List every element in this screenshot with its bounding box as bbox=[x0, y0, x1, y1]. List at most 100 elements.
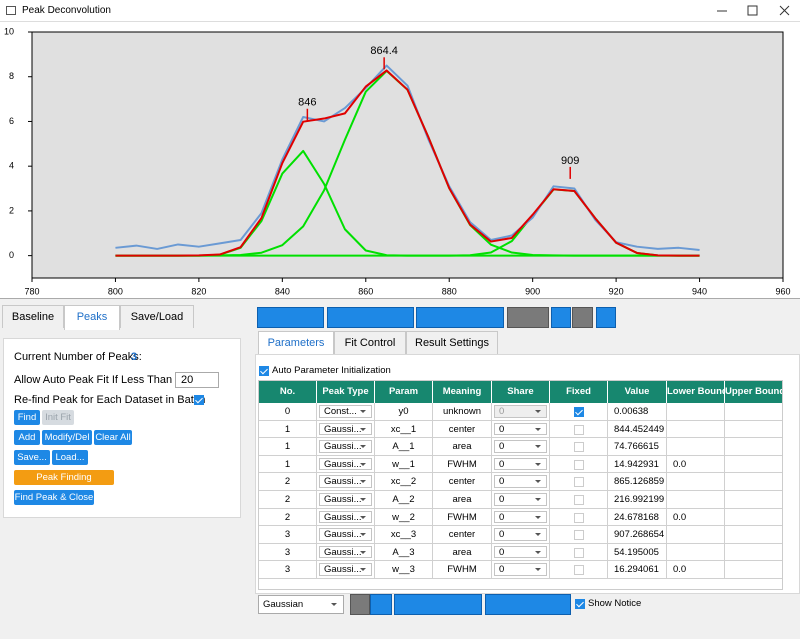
table-cell: 3 bbox=[259, 543, 317, 562]
auto-init-checkbox[interactable] bbox=[259, 366, 269, 376]
table-cell: center bbox=[433, 420, 492, 439]
toolbar-icon[interactable] bbox=[596, 307, 616, 328]
tab[interactable]: Peaks bbox=[64, 305, 120, 330]
dropdown[interactable]: 0 bbox=[494, 475, 547, 488]
cell-text: 14.942931 bbox=[614, 458, 659, 470]
table-cell: 0 bbox=[492, 508, 550, 527]
toolbar-icon[interactable] bbox=[257, 307, 324, 328]
checkbox[interactable] bbox=[574, 547, 584, 558]
close[interactable] bbox=[779, 5, 790, 16]
dropdown-text: Gaussi... bbox=[324, 529, 362, 541]
toolbar-icon[interactable] bbox=[507, 307, 549, 328]
series-line bbox=[115, 69, 700, 257]
footer-icon[interactable] bbox=[370, 594, 392, 615]
checkbox[interactable] bbox=[574, 459, 584, 470]
table-cell: 14.942931 bbox=[608, 455, 667, 474]
cell-text: FWHM bbox=[447, 458, 477, 470]
clear-button[interactable]: Clear All bbox=[94, 430, 132, 445]
dropdown-text: 0 bbox=[499, 423, 505, 435]
checkbox[interactable] bbox=[574, 442, 584, 453]
dropdown-text: Gaussi... bbox=[324, 423, 362, 435]
toolbar-icon[interactable] bbox=[551, 307, 571, 328]
dropdown[interactable]: 0 bbox=[494, 563, 547, 576]
cell-text: center bbox=[448, 476, 476, 488]
table-cell: A__3 bbox=[375, 543, 433, 562]
dropdown[interactable]: Const... bbox=[319, 405, 372, 418]
checkbox[interactable] bbox=[574, 424, 584, 435]
maximize[interactable] bbox=[747, 5, 758, 16]
table-cell: 0.00638 bbox=[608, 403, 667, 421]
checkbox[interactable] bbox=[574, 495, 584, 505]
dropdown[interactable]: 0 bbox=[494, 422, 547, 436]
dropdown[interactable]: 0 bbox=[494, 528, 547, 541]
show-notice-checkbox[interactable] bbox=[575, 599, 585, 609]
table-cell: 0 bbox=[492, 420, 550, 439]
cell-text: area bbox=[452, 546, 472, 558]
tab[interactable]: Save/Load bbox=[120, 305, 194, 328]
footer-icon[interactable] bbox=[485, 594, 571, 615]
dropdown[interactable]: 0 bbox=[494, 545, 547, 559]
add-button[interactable]: Add bbox=[14, 430, 40, 445]
settings-button[interactable]: Peak Finding Settings... bbox=[14, 470, 114, 498]
modify-button[interactable]: Modify/Del bbox=[42, 430, 92, 445]
dropdown[interactable]: Gaussi... bbox=[319, 475, 372, 488]
refind-checkbox[interactable] bbox=[194, 395, 204, 405]
footer-icon[interactable] bbox=[394, 594, 482, 615]
y-tick-label: 10 bbox=[4, 26, 14, 36]
table-cell: FWHM bbox=[433, 508, 492, 527]
checkbox[interactable] bbox=[574, 407, 584, 417]
dropdown[interactable]: Gaussi... bbox=[319, 563, 372, 576]
auto-fit-input[interactable]: 20 bbox=[175, 372, 219, 388]
toolbar-icon[interactable] bbox=[327, 307, 414, 328]
cell-text: 54.195005 bbox=[614, 546, 659, 558]
table-cell bbox=[725, 438, 782, 456]
window-controls[interactable] bbox=[700, 0, 800, 22]
dropdown[interactable]: 0 bbox=[494, 440, 547, 453]
toolbar-icon[interactable] bbox=[572, 307, 593, 328]
table-cell: Gaussi... bbox=[317, 543, 375, 562]
checkbox[interactable] bbox=[574, 530, 584, 541]
dropdown[interactable]: 0 bbox=[494, 405, 547, 418]
peak-label: 864.4 bbox=[370, 45, 398, 57]
checkbox[interactable] bbox=[574, 512, 584, 523]
dropdown[interactable]: 0 bbox=[494, 510, 547, 524]
dropdown[interactable]: Gaussi... bbox=[319, 440, 372, 453]
dropdown[interactable]: 0 bbox=[494, 493, 547, 506]
column-header: Lower Bound bbox=[667, 381, 725, 403]
cell-text: A__2 bbox=[392, 494, 415, 505]
footer-icon[interactable] bbox=[350, 594, 370, 615]
show-notice-label: Show Notice bbox=[588, 598, 642, 609]
dropdown[interactable]: Gaussi... bbox=[319, 510, 372, 524]
checkbox[interactable] bbox=[574, 565, 584, 576]
tab[interactable]: Result Settings bbox=[406, 331, 498, 354]
dropdown-arrow bbox=[331, 603, 337, 609]
peak-type-select[interactable]: Gaussian bbox=[258, 595, 344, 614]
dropdown-text: Gaussi... bbox=[324, 511, 362, 523]
dropdown[interactable]: Gaussi... bbox=[319, 422, 372, 436]
table-cell bbox=[667, 473, 725, 491]
tab[interactable]: Fit Control bbox=[334, 331, 406, 354]
table-cell bbox=[725, 491, 782, 509]
dropdown[interactable]: Gaussi... bbox=[319, 493, 372, 506]
load-button[interactable]: Load... bbox=[52, 450, 88, 465]
dropdown[interactable]: Gaussi... bbox=[319, 545, 372, 559]
toolbar-icon[interactable] bbox=[416, 307, 504, 328]
table-cell: 3 bbox=[259, 561, 317, 579]
tab[interactable]: Baseline bbox=[2, 305, 64, 328]
close-button[interactable]: Find Peak & Close bbox=[14, 490, 94, 505]
column-header: Peak Type bbox=[317, 381, 375, 403]
dropdown[interactable]: Gaussi... bbox=[319, 457, 372, 471]
checkbox[interactable] bbox=[574, 477, 584, 488]
table-cell: w__1 bbox=[375, 455, 433, 474]
find-button[interactable]: Find bbox=[14, 410, 40, 425]
cell-text: unknown bbox=[442, 406, 482, 417]
table-cell bbox=[725, 403, 782, 421]
cell-text: 216.992199 bbox=[614, 494, 665, 505]
cell-text: FWHM bbox=[447, 511, 477, 523]
dropdown[interactable]: 0 bbox=[494, 457, 547, 471]
save-button[interactable]: Save... bbox=[14, 450, 50, 465]
table-cell: FWHM bbox=[433, 561, 492, 579]
dropdown[interactable]: Gaussi... bbox=[319, 528, 372, 541]
tab[interactable]: Parameters bbox=[258, 331, 334, 356]
table-cell: 0 bbox=[492, 561, 550, 579]
